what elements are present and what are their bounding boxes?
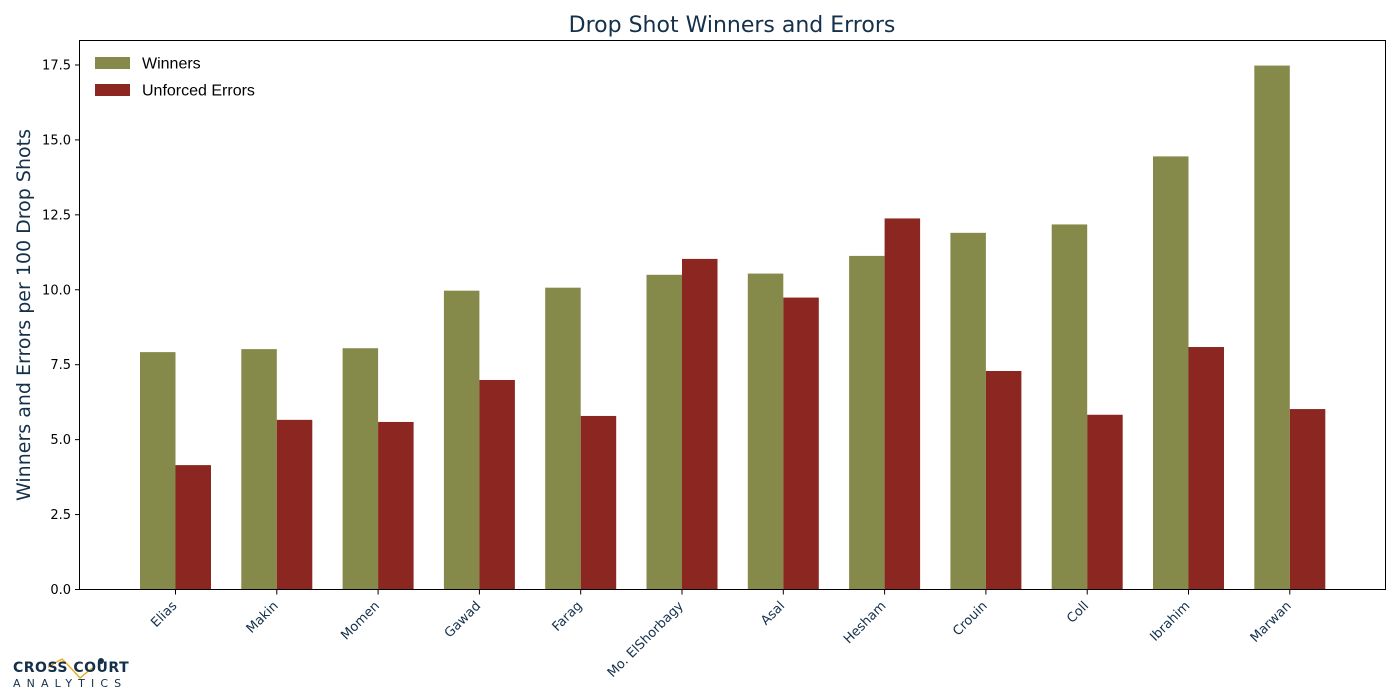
bar-winners-marwan [1254,65,1290,590]
bar-unforced-errors-farag [580,415,617,590]
bar-winners-ibrahim [1153,156,1189,590]
bar-winners-crouin [950,232,986,590]
bar-unforced-errors-mo-elshorbagy [682,258,718,590]
bar-unforced-errors-asal [783,297,819,590]
y-tick-label: 0.0 [50,583,71,598]
bar-winners-coll [1051,224,1088,590]
y-tick-label: 17.5 [42,58,71,73]
y-tick-label: 5.0 [50,433,71,448]
plot-frame [79,40,1386,590]
y-tick-label: 12.5 [42,208,71,223]
bar-winners-elias [140,352,176,590]
logo-subtitle: ANALYTICS [13,677,128,690]
x-tick-label-momen: Momen [338,599,383,644]
x-tick-label-gawad: Gawad [442,599,484,641]
bar-winners-momen [342,348,379,590]
bar-unforced-errors-momen [378,421,414,590]
bar-winners-makin [241,349,277,590]
bar-winners-gawad [443,290,480,590]
bar-winners-asal [747,273,784,590]
x-tick-label-ibrahim: Ibrahim [1147,599,1193,645]
court-line-icon [47,658,104,679]
y-tick-label: 15.0 [42,133,71,148]
bar-unforced-errors-coll [1087,414,1123,590]
x-tick-label-mo-elshorbagy: Mo. ElShorbagy [605,599,687,681]
bars-layer [140,65,1326,590]
y-tick-label: 7.5 [50,358,71,373]
bar-unforced-errors-ibrahim [1188,347,1224,590]
legend-label-winners: Winners [142,56,201,73]
bar-winners-farag [545,287,581,590]
legend-label-unforced-errors: Unforced Errors [142,83,255,100]
y-axis-ticks: 0.0 2.5 5.0 7.5 10.0 12.5 15.0 17.5 [42,58,80,598]
legend-swatch-unforced-errors [95,84,130,96]
bar-unforced-errors-marwan [1289,409,1326,590]
x-tick-label-asal: Asal [758,599,788,629]
legend-swatch-winners [95,57,130,69]
x-tick-label-hesham: Hesham [841,599,889,647]
logo-wordmark: CROSS COURT [13,660,130,676]
bar-unforced-errors-crouin [985,371,1022,590]
bar-unforced-errors-elias [175,465,211,590]
cross-court-analytics-logo: CROSS COURT ANALYTICS [12,656,152,696]
x-tick-label-marwan: Marwan [1248,599,1295,646]
x-tick-label-crouin: Crouin [950,599,990,639]
x-tick-label-makin: Makin [244,599,282,637]
y-tick-label: 10.0 [42,283,71,298]
bar-unforced-errors-makin [276,419,313,590]
y-axis-label: Winners and Errors per 100 Drop Shots [13,129,35,501]
x-axis-ticks: Elias Makin Momen Gawad Farag Mo. ElShorbagy A… [148,589,1295,681]
chart-title: Drop Shot Winners and Errors [569,13,896,38]
y-tick-label: 2.5 [50,508,71,523]
x-tick-label-coll: Coll [1064,599,1092,627]
bar-unforced-errors-hesham [884,218,921,590]
x-tick-label-farag: Farag [550,599,586,635]
bar-winners-mo-elshorbagy [646,274,682,590]
bar-unforced-errors-gawad [479,379,515,590]
legend: Winners Unforced Errors [95,56,255,100]
x-tick-label-elias: Elias [148,599,180,631]
bar-winners-hesham [849,255,885,590]
